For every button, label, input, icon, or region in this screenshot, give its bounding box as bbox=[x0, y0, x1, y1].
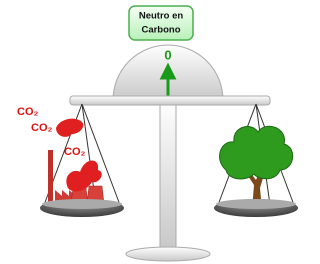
gauge-reading: 0 bbox=[164, 47, 171, 62]
label-line: Neutro en bbox=[139, 11, 184, 22]
smoke-cloud bbox=[56, 119, 83, 137]
balance-scene: 0 Neutro en Carbono CO₂ CO₂ CO₂ bbox=[0, 0, 302, 264]
co2-label: CO₂ bbox=[64, 146, 86, 158]
beam bbox=[70, 96, 270, 105]
co2-label: CO₂ bbox=[31, 122, 53, 134]
co2-label: CO₂ bbox=[17, 106, 39, 118]
pan-rim bbox=[216, 199, 296, 209]
base bbox=[126, 247, 210, 261]
label-line: Carbono bbox=[141, 25, 180, 36]
pan-rim bbox=[42, 199, 122, 209]
post bbox=[160, 100, 176, 250]
